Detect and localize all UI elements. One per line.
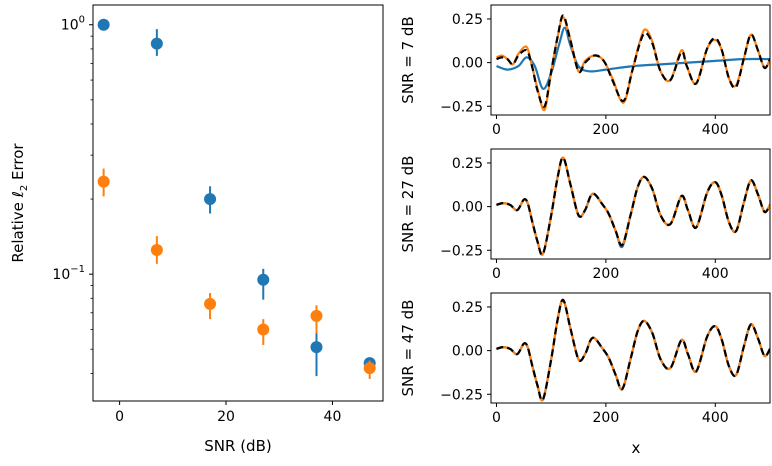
- data-point: [257, 273, 270, 286]
- data-point: [310, 309, 323, 322]
- series-line: [496, 16, 770, 112]
- x-tick-label: 200: [593, 122, 620, 138]
- y-tick-label: 0.00: [452, 200, 483, 216]
- y-tick-label: 0.00: [452, 56, 483, 72]
- data-point: [363, 362, 376, 375]
- axes-frame: [92, 4, 384, 402]
- signal-lines: [496, 298, 770, 402]
- data-point: [97, 175, 110, 188]
- x-tick-label: 0: [115, 409, 124, 425]
- y-tick-label: 0.25: [452, 12, 483, 28]
- data-point: [150, 37, 163, 50]
- y-axis-label: SNR = 7 dB: [399, 16, 417, 103]
- x-tick-label: 200: [593, 266, 620, 282]
- error-vs-snr-panel: 0 20 40 100 10−1 SNR (dB) Relative ℓ2 Error: [9, 4, 384, 455]
- y-tick-label: −0.25: [440, 387, 483, 403]
- axes-frame: [490, 4, 771, 116]
- error-series-marks: [97, 18, 376, 379]
- y-axis-label: SNR = 27 dB: [399, 156, 417, 253]
- x-tick-label: 400: [702, 410, 729, 426]
- y-tick-label: −0.25: [440, 243, 483, 259]
- data-point: [310, 341, 323, 354]
- data-point: [257, 323, 270, 336]
- signal-lines: [496, 156, 770, 256]
- signal-panel-snr-27: 0 200 400 0.25 0.00 −0.25 SNR = 27 dB: [399, 148, 771, 282]
- x-axis-label: SNR (dB): [204, 437, 271, 455]
- series-line: [496, 14, 770, 108]
- data-point: [97, 18, 110, 31]
- signal-panel-snr-47: 0 200 400 0.25 0.00 −0.25 SNR = 47 dB x: [399, 292, 771, 457]
- y-tick-label: 0.00: [452, 344, 483, 360]
- y-tick-label: 100: [61, 15, 85, 34]
- x-tick-label: 0: [492, 122, 501, 138]
- x-tick-label: 20: [217, 409, 235, 425]
- y-tick-label: 0.25: [452, 156, 483, 172]
- y-tick-label: 10−1: [52, 264, 85, 283]
- y-axis-label: Relative ℓ2 Error: [9, 143, 30, 263]
- data-point: [150, 243, 163, 256]
- x-tick-label: 400: [702, 122, 729, 138]
- signal-panel-snr-7: 0 200 400 0.25 0.00 −0.25 SNR = 7 dB: [399, 4, 771, 138]
- series-line: [496, 156, 770, 256]
- series-line: [496, 26, 770, 90]
- data-point: [204, 193, 217, 206]
- x-axis-label: x: [632, 439, 641, 457]
- axes-frame: [490, 292, 771, 404]
- x-tick-label: 0: [492, 410, 501, 426]
- y-tick-label: 0.25: [452, 300, 483, 316]
- axes-frame: [490, 148, 771, 260]
- x-tick-label: 400: [702, 266, 729, 282]
- x-tick-label: 0: [492, 266, 501, 282]
- data-point: [204, 297, 217, 310]
- signal-lines: [496, 14, 770, 112]
- series-line: [496, 298, 770, 402]
- x-tick-label: 200: [593, 410, 620, 426]
- y-tick-label: −0.25: [440, 99, 483, 115]
- x-tick-label: 40: [324, 409, 342, 425]
- y-axis-label: SNR = 47 dB: [399, 300, 417, 397]
